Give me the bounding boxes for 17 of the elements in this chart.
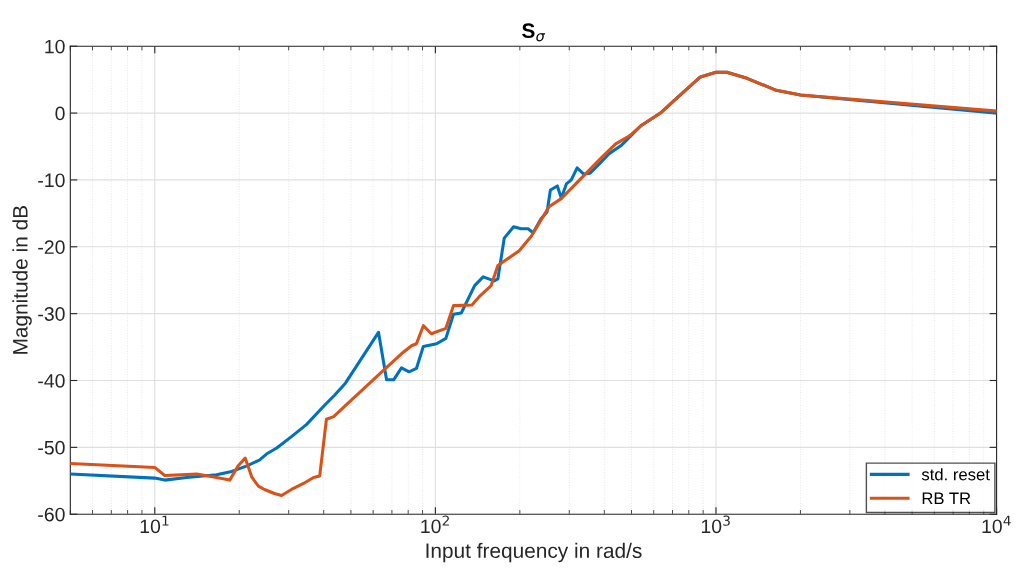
- y-tick-label: -10: [38, 173, 65, 188]
- y-tick-label: -30: [38, 307, 65, 321]
- y-tick-label: -20: [38, 240, 65, 255]
- x-tick-label: 10$^{4}$: [982, 515, 1011, 534]
- legend-label: std. reset: [921, 468, 990, 481]
- y-tick-label: -50: [38, 440, 65, 455]
- x-tick-label: 10$^{3}$: [701, 515, 730, 534]
- y-tick-label: -60: [38, 507, 65, 522]
- y-tick-label: 0: [55, 106, 65, 121]
- x-tick-label: 10$^{1}$: [140, 515, 169, 534]
- y-axis-title: Magnitude in dB: [12, 206, 32, 354]
- x-tick-label: 10$^{2}$: [421, 515, 449, 534]
- y-tick-label: 10: [45, 39, 65, 54]
- y-tick-label: -40: [38, 373, 65, 388]
- chart-title: S$_{σ}$: [522, 23, 546, 42]
- x-axis-title: Input frequency in rad/s: [426, 542, 642, 563]
- legend-label: RB TR: [922, 492, 971, 505]
